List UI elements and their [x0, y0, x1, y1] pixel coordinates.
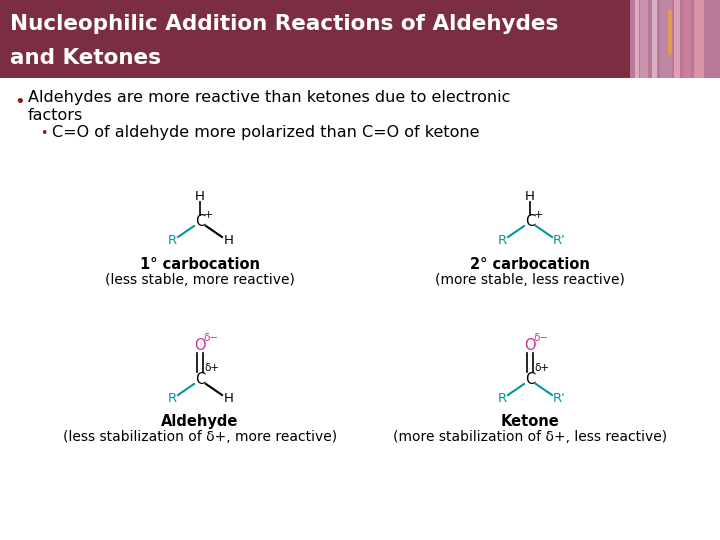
Text: Aldehydes are more reactive than ketones due to electronic: Aldehydes are more reactive than ketones…: [28, 90, 510, 105]
Text: 1° carbocation: 1° carbocation: [140, 257, 260, 272]
Text: C: C: [525, 373, 535, 388]
Text: H: H: [224, 233, 234, 246]
Text: (more stabilization of δ+, less reactive): (more stabilization of δ+, less reactive…: [393, 430, 667, 444]
Bar: [674, 0, 680, 78]
Text: and Ketones: and Ketones: [10, 48, 161, 68]
Bar: [630, 0, 720, 78]
Text: R': R': [553, 392, 565, 404]
Text: (more stable, less reactive): (more stable, less reactive): [435, 273, 625, 287]
Text: H: H: [224, 392, 234, 404]
Text: factors: factors: [28, 108, 84, 123]
Text: H: H: [525, 190, 535, 202]
Text: •: •: [40, 127, 48, 140]
Text: C: C: [195, 214, 205, 230]
Text: δ−: δ−: [204, 333, 219, 343]
Text: O: O: [194, 339, 206, 354]
Text: Nucleophilic Addition Reactions of Aldehydes: Nucleophilic Addition Reactions of Aldeh…: [10, 14, 559, 34]
Text: (less stabilization of δ+, more reactive): (less stabilization of δ+, more reactive…: [63, 430, 337, 444]
Text: R: R: [498, 392, 507, 404]
Text: 2° carbocation: 2° carbocation: [470, 257, 590, 272]
Text: •: •: [14, 93, 24, 111]
Text: Ketone: Ketone: [500, 414, 559, 429]
Bar: [668, 10, 672, 55]
Bar: [660, 0, 672, 78]
Text: C: C: [195, 373, 205, 388]
Text: C: C: [525, 214, 535, 230]
Bar: [640, 0, 648, 78]
Text: Aldehyde: Aldehyde: [161, 414, 239, 429]
Text: δ−: δ−: [534, 333, 549, 343]
Text: δ+: δ+: [204, 363, 220, 373]
Text: R: R: [168, 392, 176, 404]
Text: R': R': [553, 233, 565, 246]
Bar: [0, 0, 720, 78]
Bar: [683, 0, 691, 78]
Text: O: O: [524, 339, 536, 354]
Bar: [694, 0, 704, 78]
Text: δ+: δ+: [534, 363, 549, 373]
Text: (less stable, more reactive): (less stable, more reactive): [105, 273, 295, 287]
Text: H: H: [195, 190, 205, 202]
Bar: [635, 0, 639, 78]
Text: R: R: [168, 233, 176, 246]
Text: +: +: [203, 210, 212, 220]
Text: C=O of aldehyde more polarized than C=O of ketone: C=O of aldehyde more polarized than C=O …: [52, 125, 480, 140]
Bar: [652, 0, 657, 78]
Text: R: R: [498, 233, 507, 246]
Text: +: +: [534, 210, 543, 220]
